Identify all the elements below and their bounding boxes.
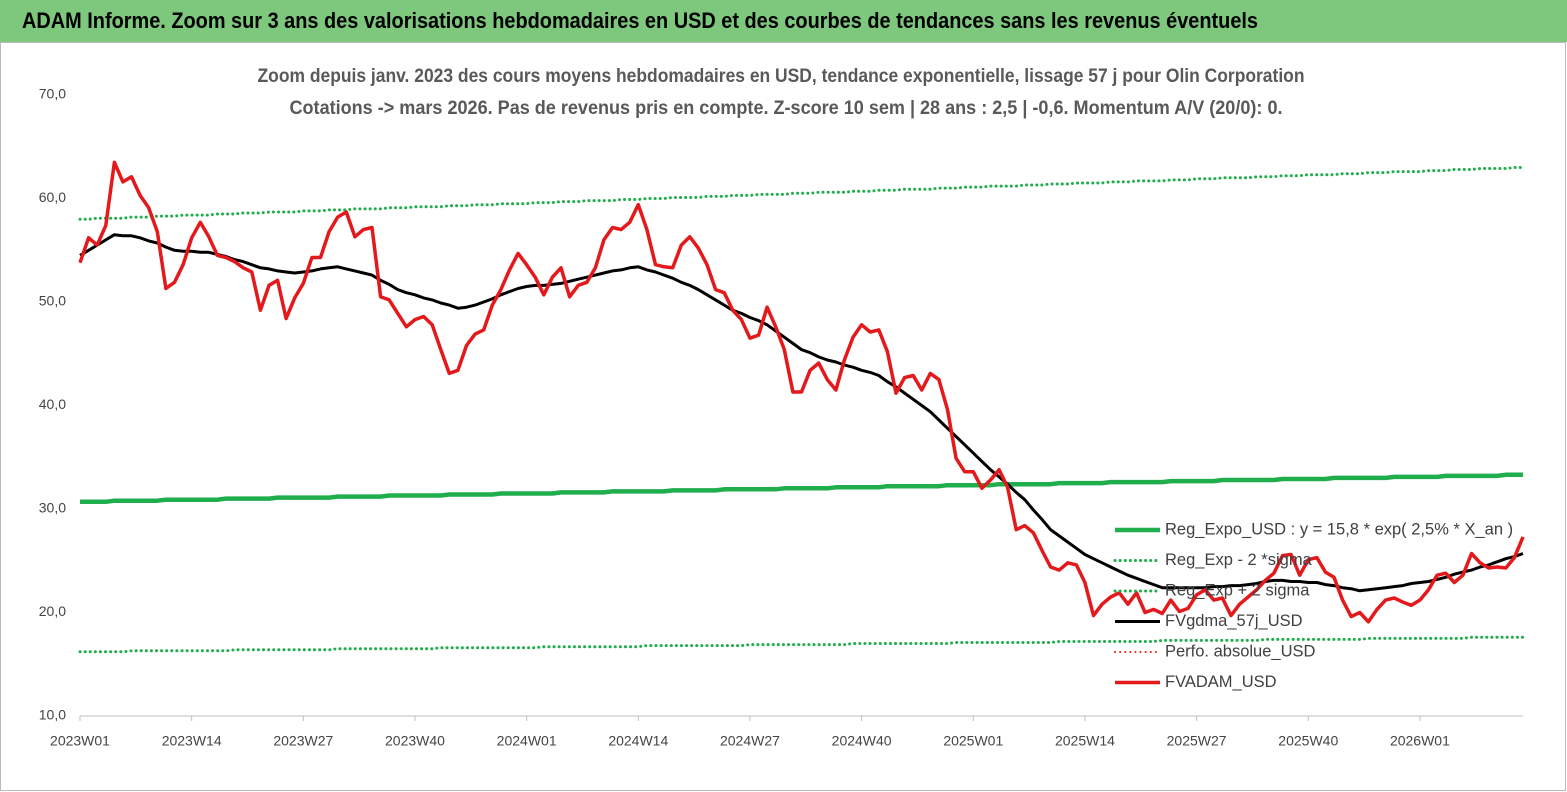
y-tick-label: 30,0 — [39, 500, 66, 516]
legend-label: FVADAM_USD — [1165, 673, 1277, 691]
legend-label: Reg_Exp - 2 *sigma — [1165, 551, 1313, 569]
chart-subtitle: Cotations -> mars 2026. Pas de revenus p… — [290, 98, 1283, 119]
header-band — [0, 0, 1567, 42]
x-tick-label: 2025W40 — [1278, 733, 1338, 749]
x-tick-label: 2023W14 — [162, 733, 222, 749]
chart-frame — [0, 42, 1566, 791]
y-tick-label: 40,0 — [39, 396, 66, 412]
series-line — [79, 233, 1524, 593]
x-tick-label: 2024W14 — [608, 733, 668, 749]
legend-label: Perfo. absolue_USD — [1165, 642, 1316, 660]
x-tick-label: 2025W14 — [1055, 733, 1115, 749]
y-tick-label: 70,0 — [39, 86, 66, 102]
x-tick-label: 2024W40 — [832, 733, 892, 749]
x-tick-label: 2023W27 — [273, 733, 333, 749]
y-tick-label: 10,0 — [39, 707, 66, 723]
x-tick-label: 2024W01 — [497, 733, 557, 749]
legend-label: Reg_Exp + 2 sigma — [1165, 581, 1310, 599]
x-tick-label: 2026W01 — [1390, 733, 1450, 749]
legend-label: Reg_Expo_USD : y = 15,8 * exp( 2,5% * X_… — [1165, 520, 1513, 538]
x-tick-label: 2025W27 — [1167, 733, 1227, 749]
chart-subtitle: Zoom depuis janv. 2023 des cours moyens … — [258, 66, 1305, 87]
y-tick-label: 60,0 — [39, 189, 66, 205]
series-line — [78, 635, 1525, 654]
x-tick-label: 2023W01 — [50, 733, 110, 749]
y-tick-label: 50,0 — [39, 293, 66, 309]
legend-label: FVgdma_57j_USD — [1165, 612, 1303, 630]
series-line — [80, 472, 1523, 505]
x-tick-label: 2023W40 — [385, 733, 445, 749]
chart-title: ADAM Informe. Zoom sur 3 ans des valoris… — [22, 8, 1258, 33]
series-line — [78, 166, 1525, 221]
series-line — [78, 160, 1525, 624]
x-tick-label: 2025W01 — [943, 733, 1003, 749]
x-tick-label: 2024W27 — [720, 733, 780, 749]
y-tick-label: 20,0 — [39, 603, 66, 619]
